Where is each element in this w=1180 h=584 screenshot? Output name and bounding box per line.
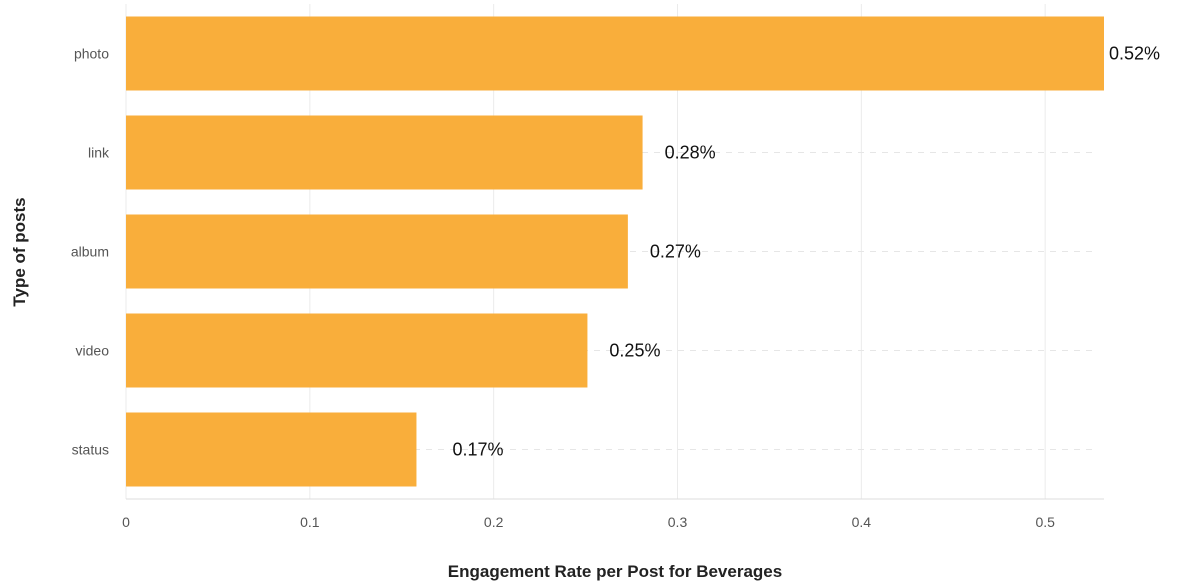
data-label-status: 0.17%	[452, 440, 503, 460]
bar-album	[126, 214, 628, 289]
y-axis-title: Type of posts	[10, 197, 29, 306]
y-tick-label-link: link	[88, 145, 110, 161]
data-label-album: 0.27%	[650, 242, 701, 262]
data-label-photo: 0.52%	[1109, 44, 1160, 64]
data-label-link: 0.28%	[665, 143, 716, 163]
data-label-video: 0.25%	[609, 341, 660, 361]
bar-status	[126, 412, 417, 487]
bar-link	[126, 115, 643, 190]
x-tick-label: 0.2	[484, 514, 504, 530]
y-tick-label-video: video	[76, 343, 110, 359]
x-tick-label: 0.4	[852, 514, 872, 530]
x-tick-label: 0	[122, 514, 130, 530]
y-tick-label-album: album	[71, 244, 109, 260]
tick-layer: 0 0.1 0.2 0.3 0.4 0.5 photo link album video statu…	[71, 46, 1055, 531]
label-layer: 0.52% 0.28% 0.27% 0.25% 0.17%	[452, 44, 1160, 460]
bar-layer	[126, 16, 1104, 487]
x-tick-label: 0.1	[300, 514, 320, 530]
x-axis-title: Engagement Rate per Post for Beverages	[448, 562, 782, 581]
y-tick-label-photo: photo	[74, 46, 109, 62]
bar-photo	[126, 16, 1104, 91]
bar-video	[126, 313, 588, 388]
x-tick-label: 0.5	[1035, 514, 1055, 530]
x-tick-label: 0.3	[668, 514, 688, 530]
y-tick-label-status: status	[72, 442, 109, 458]
